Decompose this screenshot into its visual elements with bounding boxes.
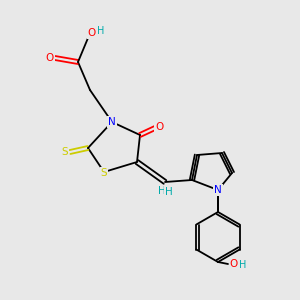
Text: H: H: [97, 26, 105, 36]
Text: O: O: [46, 53, 54, 63]
Text: N: N: [108, 117, 116, 127]
Text: S: S: [101, 168, 107, 178]
Text: S: S: [62, 147, 68, 157]
Text: O: O: [155, 122, 163, 132]
Text: H: H: [158, 186, 166, 196]
Text: O: O: [230, 259, 238, 269]
Text: O: O: [88, 28, 96, 38]
Text: H: H: [165, 187, 173, 197]
Text: H: H: [239, 260, 247, 270]
Text: N: N: [214, 185, 222, 195]
